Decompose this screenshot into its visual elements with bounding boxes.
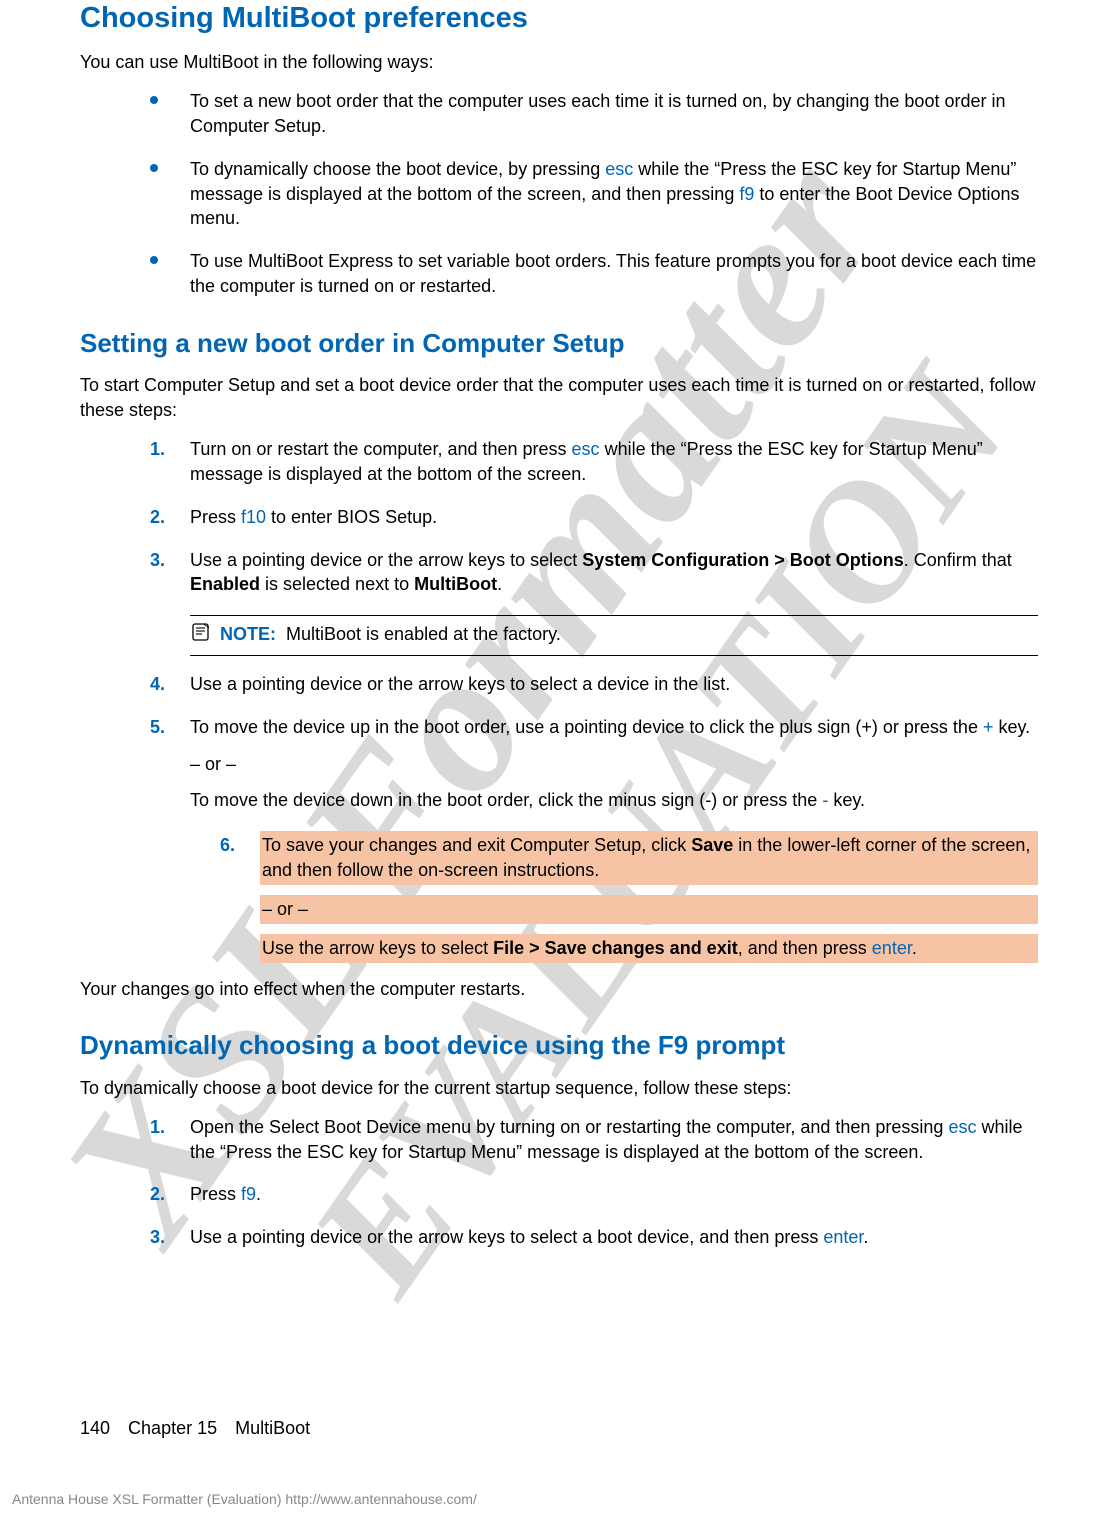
key-plus: +: [983, 717, 994, 737]
bullet-item: To set a new boot order that the compute…: [150, 89, 1038, 139]
key-f9: f9: [241, 1184, 256, 1204]
step5-line1: To move the device up in the boot order,…: [190, 715, 1038, 740]
step-item: Use a pointing device or the arrow keys …: [150, 672, 1038, 697]
bullet-text-pre: To dynamically choose the boot device, b…: [190, 159, 605, 179]
bullet-item: To dynamically choose the boot device, b…: [150, 157, 1038, 231]
key-enter: enter: [872, 938, 912, 958]
step-item: Use a pointing device or the arrow keys …: [150, 548, 1038, 598]
step6-number: 6.: [220, 833, 235, 858]
step-item: Press f9.: [150, 1182, 1038, 1207]
bullet-item: To use MultiBoot Express to set variable…: [150, 249, 1038, 299]
section2-intro: To start Computer Setup and set a boot d…: [80, 373, 1038, 423]
bullet-text: To use MultiBoot Express to set variable…: [190, 251, 1036, 296]
heading-choosing-preferences: Choosing MultiBoot preferences: [80, 0, 1038, 36]
heading-f9-prompt: Dynamically choosing a boot device using…: [80, 1029, 1038, 1062]
step6-or: – or –: [260, 895, 1038, 924]
section1-intro: You can use MultiBoot in the following w…: [80, 50, 1038, 75]
key-f10: f10: [241, 507, 266, 527]
step6-line1: 6. To save your changes and exit Compute…: [260, 831, 1038, 885]
key-enter: enter: [823, 1227, 863, 1247]
page-footer: 140 Chapter 15 MultiBoot: [80, 1418, 310, 1439]
bold-save: Save: [691, 835, 733, 855]
step-item: To move the device up in the boot order,…: [150, 715, 1038, 813]
bold-file-save-exit: File > Save changes and exit: [493, 938, 738, 958]
footer-page-number: 140: [80, 1418, 110, 1438]
footer-chapter: Chapter 15: [128, 1418, 217, 1438]
bold-multiboot: MultiBoot: [414, 574, 497, 594]
key-esc: esc: [605, 159, 633, 179]
step-item: Turn on or restart the computer, and the…: [150, 437, 1038, 487]
section1-bullet-list: To set a new boot order that the compute…: [150, 89, 1038, 299]
step-item: Open the Select Boot Device menu by turn…: [150, 1115, 1038, 1165]
step-item: Use a pointing device or the arrow keys …: [150, 1225, 1038, 1250]
note-box: NOTE: MultiBoot is enabled at the factory…: [190, 615, 1038, 656]
step6-line2: Use the arrow keys to select File > Save…: [260, 934, 1038, 963]
step5-line2: To move the device down in the boot orde…: [190, 788, 1038, 813]
section3-steps: Open the Select Boot Device menu by turn…: [150, 1115, 1038, 1250]
key-esc: esc: [948, 1117, 976, 1137]
bold-sys-config: System Configuration > Boot Options: [582, 550, 904, 570]
step6-highlight-wrap: 6. To save your changes and exit Compute…: [150, 831, 1038, 962]
section2-outro: Your changes go into effect when the com…: [80, 977, 1038, 1002]
key-esc: esc: [572, 439, 600, 459]
document-page: XSL Formatter EVALUATION Choosing MultiB…: [0, 0, 1118, 1519]
step-item: Press f10 to enter BIOS Setup.: [150, 505, 1038, 530]
note-content: NOTE: MultiBoot is enabled at the factory…: [220, 622, 561, 647]
section2-steps-cont: Use a pointing device or the arrow keys …: [150, 672, 1038, 813]
step5-or: – or –: [190, 752, 1038, 777]
note-label: NOTE:: [220, 624, 276, 644]
section3-intro: To dynamically choose a boot device for …: [80, 1076, 1038, 1101]
note-text: MultiBoot is enabled at the factory.: [286, 624, 561, 644]
bullet-text: To set a new boot order that the compute…: [190, 91, 1005, 136]
content: Choosing MultiBoot preferences You can u…: [80, 0, 1038, 1250]
footer-title: MultiBoot: [235, 1418, 310, 1438]
section2-steps: Turn on or restart the computer, and the…: [150, 437, 1038, 597]
evaluation-footer: Antenna House XSL Formatter (Evaluation)…: [12, 1491, 477, 1507]
key-f9: f9: [739, 184, 754, 204]
note-icon: [190, 622, 212, 649]
bold-enabled: Enabled: [190, 574, 260, 594]
heading-setting-boot-order: Setting a new boot order in Computer Set…: [80, 327, 1038, 360]
